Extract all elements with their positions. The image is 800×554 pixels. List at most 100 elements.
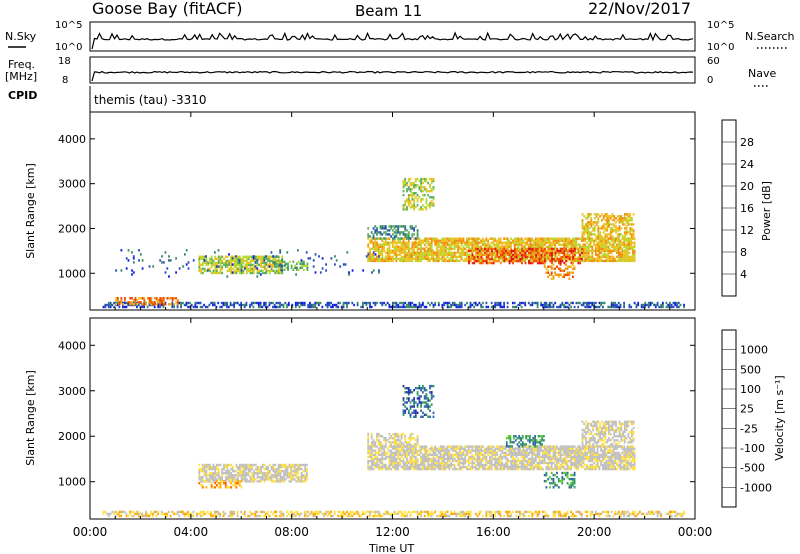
power-cell <box>400 259 403 263</box>
velocity-cell <box>598 514 601 518</box>
power-cell <box>559 269 562 272</box>
power-cell <box>198 257 201 261</box>
power-cell <box>538 245 541 248</box>
power-cell <box>617 245 620 248</box>
power-cell <box>602 227 605 230</box>
power-cell <box>522 247 525 250</box>
velocity-cell <box>406 463 408 467</box>
power-cell <box>467 237 470 240</box>
power-cell <box>274 259 277 263</box>
power-cell <box>607 241 610 244</box>
velocity-cell <box>457 455 460 459</box>
velocity-cell <box>392 457 394 461</box>
power-cell <box>494 247 497 251</box>
power-cell <box>611 215 614 218</box>
power-cell <box>506 249 509 252</box>
velocity-cell <box>432 451 435 454</box>
power-cell <box>437 259 440 263</box>
power-cell <box>450 253 452 256</box>
power-cell <box>199 301 202 305</box>
velocity-cell <box>460 445 463 448</box>
power-cell <box>414 239 417 242</box>
velocity-cell <box>249 463 252 467</box>
power-cell <box>397 227 400 230</box>
power-cell <box>437 255 440 258</box>
power-cell <box>622 221 624 224</box>
velocity-cell <box>626 510 629 514</box>
power-cell <box>430 204 433 207</box>
power-cell <box>432 305 435 309</box>
velocity-cell <box>506 510 509 514</box>
power-cell <box>471 255 474 259</box>
power-cell <box>616 255 618 258</box>
velocity-cell <box>660 512 662 516</box>
velocity-cell <box>478 512 481 516</box>
power-cell <box>420 239 422 242</box>
velocity-cell <box>430 467 433 471</box>
velocity-cell <box>127 514 130 518</box>
power-cell <box>388 257 391 261</box>
power-cell <box>416 249 419 252</box>
power-cell <box>409 225 412 228</box>
power-cell <box>452 257 454 261</box>
velocity-cell <box>527 510 530 514</box>
velocity-cell <box>295 476 298 479</box>
power-cell <box>397 237 400 240</box>
power-cell <box>328 303 331 307</box>
velocity-cell <box>242 467 245 471</box>
power-cell <box>430 301 433 305</box>
power-cell <box>469 247 472 250</box>
power-cell <box>319 271 322 274</box>
velocity-cell <box>510 514 512 518</box>
power-cell <box>370 305 373 309</box>
velocity-cell <box>400 459 403 463</box>
power-cell <box>420 184 422 187</box>
power-cell <box>122 301 124 305</box>
power-cell <box>116 301 119 305</box>
power-cell <box>390 257 392 261</box>
power-cell <box>312 303 315 307</box>
power-cell <box>402 245 405 248</box>
velocity-cell <box>150 512 152 516</box>
power-cell <box>420 241 422 244</box>
power-cell <box>499 253 502 257</box>
velocity-cell <box>450 463 452 467</box>
power-cell <box>591 257 594 261</box>
velocity-cell <box>295 467 298 471</box>
power-cell <box>513 301 516 305</box>
velocity-cell <box>538 510 541 514</box>
velocity-cell <box>376 445 378 448</box>
velocity-cell <box>406 449 408 452</box>
power-cell <box>606 235 609 238</box>
velocity-cell <box>299 476 301 479</box>
power-cell <box>462 259 465 263</box>
power-cell <box>253 267 255 271</box>
power-cell <box>609 229 612 232</box>
power-cell <box>212 261 215 265</box>
power-cell <box>430 255 433 258</box>
velocity-cell <box>224 470 227 473</box>
power-cell <box>603 239 606 242</box>
power-cell <box>599 235 601 238</box>
power-cell <box>621 259 624 263</box>
power-cell <box>501 259 504 263</box>
power-cell <box>196 301 198 305</box>
power-cell <box>494 237 497 240</box>
velocity-cell <box>222 514 225 518</box>
velocity-cell <box>213 514 216 518</box>
power-cell <box>596 305 599 309</box>
power-cell <box>334 255 336 258</box>
velocity-cell <box>563 512 565 516</box>
power-cell <box>610 301 613 305</box>
velocity-cell <box>402 463 405 467</box>
power-cell <box>406 198 408 201</box>
power-cell <box>238 261 241 264</box>
velocity-cell <box>205 465 208 469</box>
velocity-cell <box>425 465 428 469</box>
power-cell <box>261 269 264 273</box>
power-cell <box>543 263 546 266</box>
power-cell <box>631 233 633 236</box>
velocity-cell <box>651 512 654 516</box>
power-cell <box>122 305 124 309</box>
power-cell <box>210 263 213 267</box>
